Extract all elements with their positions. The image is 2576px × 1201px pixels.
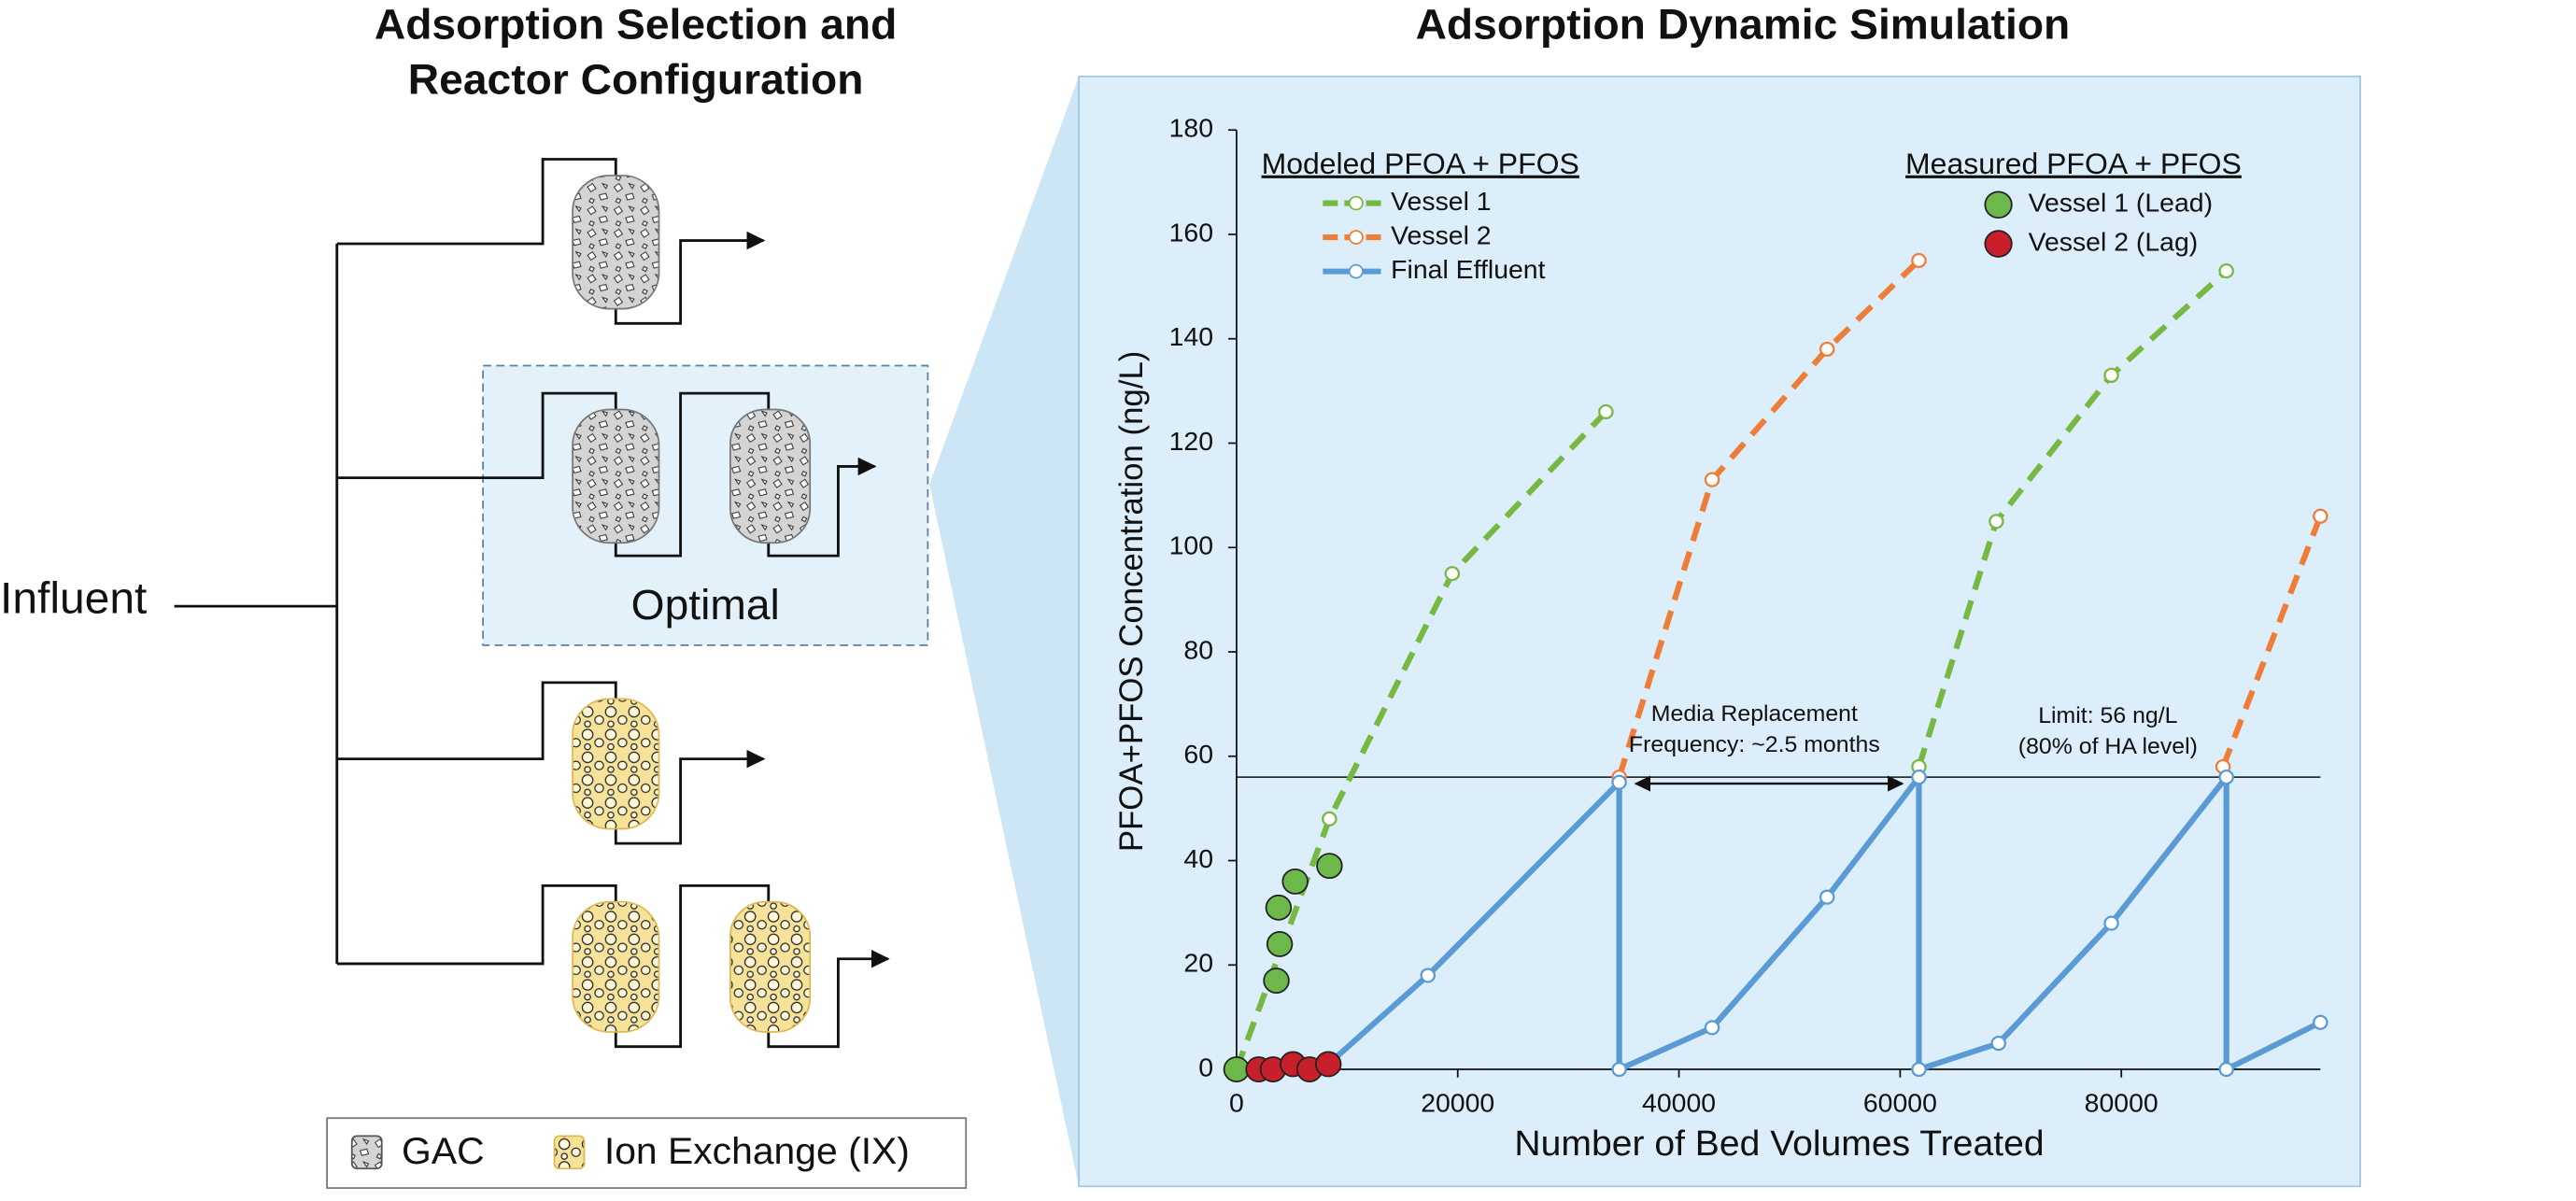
- x-axis-label: Number of Bed Volumes Treated: [1514, 1123, 2044, 1164]
- legend-label: Vessel 1 (Lead): [2029, 189, 2213, 218]
- legend-label: Vessel 1: [1391, 187, 1491, 216]
- series-marker: [1322, 811, 1338, 827]
- measured-point: [1223, 1056, 1251, 1082]
- series-marker: [1911, 1061, 1927, 1078]
- y-axis-label: PFOA+PFOS Concentration (ng/L): [1113, 351, 1150, 853]
- annotation: Frequency: ~2.5 months: [1629, 732, 1880, 757]
- ix-vessel: [572, 900, 660, 1033]
- annotation: Media Replacement: [1651, 701, 1858, 727]
- series-marker: [1819, 341, 1835, 358]
- series-marker: [1420, 968, 1437, 983]
- legend-label: Ion Exchange (IX): [604, 1129, 910, 1172]
- y-tick-label: 180: [1169, 114, 1213, 143]
- measured-point: [1263, 968, 1290, 994]
- left-title: Adsorption Selection and: [375, 1, 898, 48]
- series-marker: [2103, 915, 2119, 931]
- ix-vessel: [729, 900, 812, 1033]
- measured-point: [1266, 931, 1294, 957]
- x-tick-label: 0: [1229, 1089, 1244, 1118]
- legend-marker: [1984, 191, 2013, 219]
- influent-label: Influent: [0, 574, 147, 623]
- measured-point: [1281, 868, 1309, 895]
- annotation: Limit: 56 ng/L: [2038, 703, 2177, 728]
- legend-label: GAC: [402, 1129, 485, 1172]
- y-tick-label: 40: [1183, 844, 1213, 873]
- legend-icon: [553, 1135, 586, 1170]
- legend-marker: [1348, 263, 1364, 279]
- series-marker: [1444, 566, 1461, 582]
- legend-label: Final Effluent: [1391, 255, 1546, 284]
- gac-vessel: [729, 408, 812, 544]
- series-marker: [1819, 889, 1835, 905]
- y-tick-label: 80: [1183, 636, 1213, 665]
- y-tick-label: 140: [1169, 322, 1213, 351]
- legend-heading: Modeled PFOA + PFOS: [1262, 147, 1579, 180]
- pipes: [174, 158, 888, 1049]
- measured-point: [1314, 1051, 1342, 1078]
- series-marker: [2103, 367, 2119, 383]
- chart-panel: [1078, 75, 2361, 1188]
- series-marker: [2313, 1014, 2328, 1030]
- legend-marker: [1348, 195, 1364, 211]
- y-tick-label: 20: [1183, 949, 1213, 978]
- y-tick-label: 60: [1183, 740, 1213, 769]
- legend-label: Vessel 2: [1391, 221, 1491, 250]
- legend-marker: [1984, 230, 2013, 258]
- left-title: Reactor Configuration: [408, 56, 864, 103]
- series-marker: [1704, 1020, 1720, 1036]
- chart-title: Adsorption Dynamic Simulation: [1416, 1, 2071, 48]
- measured-point: [1316, 853, 1343, 880]
- ix-vessel: [572, 698, 660, 830]
- optimal-box: [482, 364, 929, 646]
- legend-label: Vessel 2 (Lag): [2029, 228, 2199, 257]
- series-marker: [2313, 508, 2328, 524]
- series-marker: [1911, 770, 1927, 785]
- series-marker: [1611, 1061, 1627, 1078]
- zoom-wedge: [929, 76, 1080, 1187]
- y-tick-label: 120: [1169, 427, 1213, 456]
- series-marker: [1990, 1036, 2007, 1052]
- series-line: [1616, 258, 2324, 779]
- gac-vessel: [572, 408, 660, 544]
- series-marker: [1911, 252, 1927, 269]
- legend-marker: [1348, 230, 1364, 245]
- series-marker: [1704, 472, 1720, 487]
- measured-point: [1265, 894, 1293, 921]
- series-marker: [1611, 774, 1627, 790]
- x-tick-label: 40000: [1642, 1089, 1716, 1118]
- left-legend: [326, 1117, 968, 1189]
- annotation: (80% of HA level): [2018, 734, 2198, 759]
- x-tick-label: 80000: [2085, 1089, 2158, 1118]
- x-tick-label: 60000: [1863, 1089, 1937, 1118]
- series-marker: [2218, 1061, 2234, 1078]
- legend-icon: [350, 1135, 383, 1170]
- series-marker: [2218, 262, 2234, 279]
- x-tick-label: 20000: [1421, 1089, 1494, 1118]
- gac-vessel: [572, 175, 660, 310]
- series-marker: [1598, 403, 1614, 420]
- optimal-label: Optimal: [631, 581, 780, 628]
- y-tick-label: 0: [1198, 1053, 1213, 1082]
- y-tick-label: 160: [1169, 219, 1213, 247]
- y-tick-label: 100: [1169, 531, 1213, 560]
- series-marker: [1989, 514, 2004, 530]
- series-marker: [2218, 770, 2234, 785]
- legend-heading: Measured PFOA + PFOS: [1905, 147, 2242, 180]
